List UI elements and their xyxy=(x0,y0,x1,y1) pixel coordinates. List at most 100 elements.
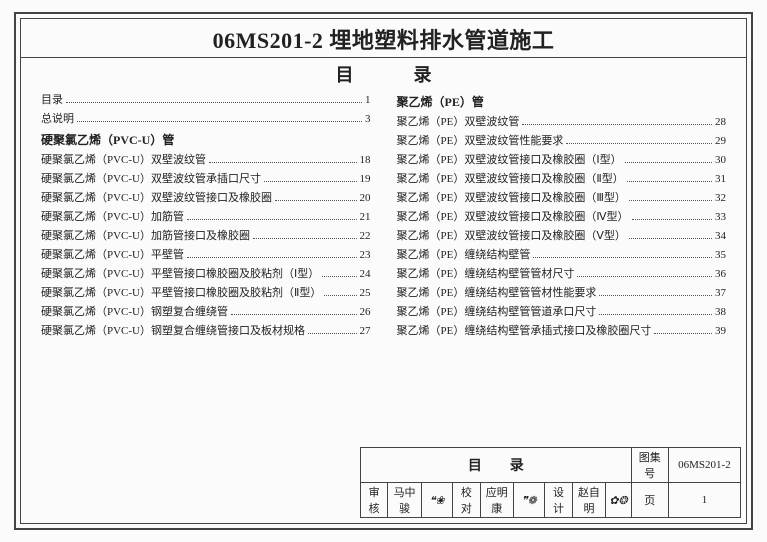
toc-leader-dots xyxy=(253,238,356,239)
toc-leader-dots xyxy=(632,219,713,220)
outer-border: 06MS201-2 埋地塑料排水管道施工 目录 目录1总说明3硬聚氯乙烯（PVC… xyxy=(14,12,753,530)
toc-entry-page: 26 xyxy=(360,303,371,322)
drawing-sheet: 06MS201-2 埋地塑料排水管道施工 目录 目录1总说明3硬聚氯乙烯（PVC… xyxy=(0,0,767,542)
toc-leader-dots xyxy=(231,314,356,315)
toc-entry-label: 聚乙烯（PE）双壁波纹管接口及橡胶圈（Ⅰ型） xyxy=(397,151,622,170)
toc-leader-dots xyxy=(629,238,712,239)
toc-entry-page: 39 xyxy=(715,322,726,341)
toc-entry-label: 聚乙烯（PE）双壁波纹管接口及橡胶圈（Ⅱ型） xyxy=(397,170,624,189)
jiaodui-name: 应明康 xyxy=(480,483,514,518)
toc-entry-page: 22 xyxy=(360,227,371,246)
toc-entry: 硬聚氯乙烯（PVC-U）加筋管 21 xyxy=(41,208,371,227)
toc-leader-dots xyxy=(209,162,356,163)
toc-entry-page: 23 xyxy=(360,246,371,265)
toc-entry-label: 聚乙烯（PE）缠绕结构壁管管道承口尺寸 xyxy=(397,303,597,322)
toc-entry: 聚乙烯（PE）双壁波纹管接口及橡胶圈（Ⅱ型） 31 xyxy=(397,170,727,189)
toc-entry-label: 聚乙烯（PE）双壁波纹管接口及橡胶圈（Ⅳ型） xyxy=(397,208,629,227)
toc-entry: 硬聚氯乙烯（PVC-U）平壁管接口橡胶圈及胶粘剂（Ⅱ型） 25 xyxy=(41,284,371,303)
toc-leader-dots xyxy=(275,200,356,201)
toc-entry-page: 18 xyxy=(360,151,371,170)
toc-entry-label: 硬聚氯乙烯（PVC-U）双壁波纹管承插口尺寸 xyxy=(41,170,261,189)
toc-entry: 硬聚氯乙烯（PVC-U）平壁管接口橡胶圈及胶粘剂（Ⅰ型） 24 xyxy=(41,265,371,284)
toc-entry-label: 硬聚氯乙烯（PVC-U）平壁管接口橡胶圈及胶粘剂（Ⅰ型） xyxy=(41,265,319,284)
toc-leader-dots xyxy=(522,124,712,125)
toc-entry: 硬聚氯乙烯（PVC-U）钢塑复合缠绕管接口及板材规格27 xyxy=(41,322,371,341)
toc-entry: 聚乙烯（PE）缠绕结构壁管承插式接口及橡胶圈尺寸 39 xyxy=(397,322,727,341)
toc-entry-page: 1 xyxy=(365,91,371,110)
toc-entry-label: 聚乙烯（PE）双壁波纹管性能要求 xyxy=(397,132,564,151)
title-divider xyxy=(21,57,746,58)
toc-leader-dots xyxy=(322,276,356,277)
toc-entry: 聚乙烯（PE）缠绕结构壁管管道承口尺寸38 xyxy=(397,303,727,322)
toc-heading-left: 目 xyxy=(336,61,354,87)
toc-heading-right: 录 xyxy=(414,61,432,87)
toc-entry-label: 聚乙烯（PE）双壁波纹管接口及橡胶圈（Ⅴ型） xyxy=(397,227,626,246)
toc-entry: 硬聚氯乙烯（PVC-U）双壁波纹管接口及橡胶圈20 xyxy=(41,189,371,208)
toc-entry-label: 聚乙烯（PE）双壁波纹管 xyxy=(397,113,520,132)
toc-entry-label: 总说明 xyxy=(41,110,74,129)
toc-leader-dots xyxy=(577,276,712,277)
toc-entry: 聚乙烯（PE）双壁波纹管接口及橡胶圈（Ⅳ型） 33 xyxy=(397,208,727,227)
toc-entry-page: 33 xyxy=(715,208,726,227)
toc-entry-label: 目录 xyxy=(41,91,63,110)
toc-leader-dots xyxy=(77,121,362,122)
toc-heading: 目录 xyxy=(41,61,726,87)
toc-entry-label: 硬聚氯乙烯（PVC-U）钢塑复合缠绕管 xyxy=(41,303,228,322)
toc-entry: 硬聚氯乙烯（PVC-U）平壁管23 xyxy=(41,246,371,265)
title-block: 目录 图集号 06MS201-2 审核 马中骏 ❝❀ 校对 应明康 ❞❁ 设计 … xyxy=(360,447,741,518)
document-title: 06MS201-2 埋地塑料排水管道施工 xyxy=(41,23,726,55)
sheji-name: 赵自明 xyxy=(572,483,606,518)
toc-entry: 硬聚氯乙烯（PVC-U）加筋管接口及橡胶圈 22 xyxy=(41,227,371,246)
toc-entry-page: 25 xyxy=(360,284,371,303)
toc-entry-label: 硬聚氯乙烯（PVC-U）加筋管接口及橡胶圈 xyxy=(41,227,250,246)
toc-leader-dots xyxy=(599,314,712,315)
toc-entry-page: 36 xyxy=(715,265,726,284)
toc-entry-label: 聚乙烯（PE）缠绕结构壁管承插式接口及橡胶圈尺寸 xyxy=(397,322,652,341)
titleblock-mulu: 目录 xyxy=(361,448,631,483)
toc-entry-label: 聚乙烯（PE）双壁波纹管接口及橡胶圈（Ⅲ型） xyxy=(397,189,626,208)
toc-entry: 聚乙烯（PE）双壁波纹管接口及橡胶圈（Ⅴ型） 34 xyxy=(397,227,727,246)
toc-entry-page: 30 xyxy=(715,151,726,170)
toc-entry-label: 硬聚氯乙烯（PVC-U）双壁波纹管接口及橡胶圈 xyxy=(41,189,272,208)
toc-entry: 硬聚氯乙烯（PVC-U）钢塑复合缠绕管 26 xyxy=(41,303,371,322)
toc-entry-page: 27 xyxy=(360,322,371,341)
toc-entry-label: 硬聚氯乙烯（PVC-U）加筋管 xyxy=(41,208,184,227)
toc-section-heading: 聚乙烯（PE）管 xyxy=(397,91,727,113)
toc-leader-dots xyxy=(654,333,712,334)
toc-leader-dots xyxy=(599,295,712,296)
toc-entry-page: 19 xyxy=(360,170,371,189)
toc-leader-dots xyxy=(264,181,356,182)
jiaodui-label: 校对 xyxy=(453,483,480,518)
toc-leader-dots xyxy=(66,102,362,103)
toc-entry: 硬聚氯乙烯（PVC-U）双壁波纹管承插口尺寸 19 xyxy=(41,170,371,189)
toc-leader-dots xyxy=(324,295,356,296)
toc-entry-label: 聚乙烯（PE）缠绕结构壁管管材尺寸 xyxy=(397,265,575,284)
toc-entry: 聚乙烯（PE）双壁波纹管 28 xyxy=(397,113,727,132)
toc-entry-page: 34 xyxy=(715,227,726,246)
toc-entry: 聚乙烯（PE）缠绕结构壁管管材性能要求37 xyxy=(397,284,727,303)
toc-entry-page: 32 xyxy=(715,189,726,208)
ye-value: 1 xyxy=(668,483,740,518)
toc-leader-dots xyxy=(187,219,356,220)
shenhe-label: 审核 xyxy=(361,483,388,518)
sheji-sign: ✿❂ xyxy=(606,483,631,518)
toc-entry: 硬聚氯乙烯（PVC-U）双壁波纹管18 xyxy=(41,151,371,170)
toc-leader-dots xyxy=(627,181,712,182)
toc-entry-label: 聚乙烯（PE）缠绕结构壁管管材性能要求 xyxy=(397,284,597,303)
sheji-label: 设计 xyxy=(545,483,572,518)
toc-entry-page: 24 xyxy=(360,265,371,284)
ye-label: 页 xyxy=(631,483,668,518)
jiaodui-sign: ❞❁ xyxy=(514,483,545,518)
toc-leader-dots xyxy=(187,257,356,258)
toc-entry-page: 35 xyxy=(715,246,726,265)
toc-entry-page: 28 xyxy=(715,113,726,132)
toc-entry-page: 21 xyxy=(360,208,371,227)
toc-entry: 聚乙烯（PE）双壁波纹管性能要求29 xyxy=(397,132,727,151)
toc-entry-label: 聚乙烯（PE）缠绕结构壁管 xyxy=(397,246,531,265)
toc-leader-dots xyxy=(308,333,356,334)
toc-entry-page: 3 xyxy=(365,110,371,129)
shenhe-sign: ❝❀ xyxy=(421,483,452,518)
toc-entry-label: 硬聚氯乙烯（PVC-U）平壁管接口橡胶圈及胶粘剂（Ⅱ型） xyxy=(41,284,321,303)
toc-entry-page: 31 xyxy=(715,170,726,189)
toc-section-heading: 硬聚氯乙烯（PVC-U）管 xyxy=(41,129,371,151)
